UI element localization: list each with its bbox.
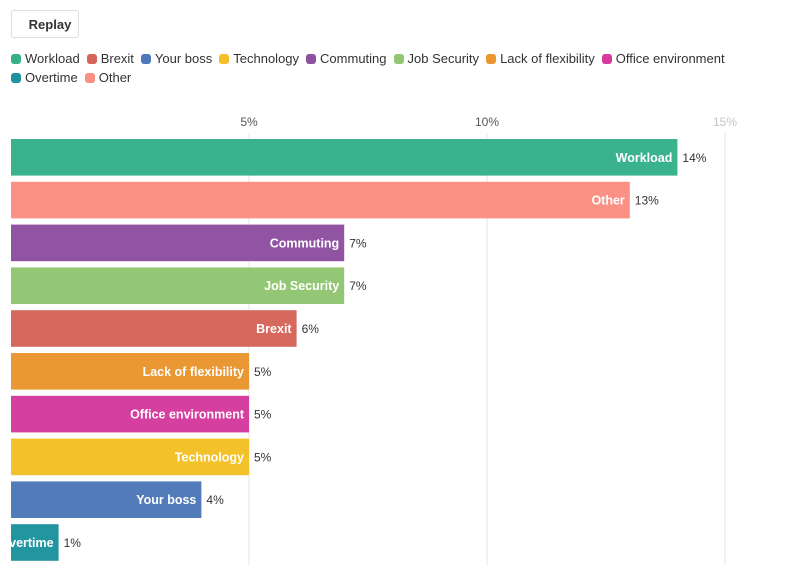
legend-swatch [11, 72, 21, 83]
bar-category-label: Commuting [270, 236, 339, 250]
legend-swatch [393, 53, 404, 64]
legend-swatch [219, 53, 230, 64]
bar-category-label: Lack of flexibility [143, 365, 244, 379]
chart-legend: Workload Brexit Your boss Technology Commuti… [11, 50, 781, 86]
legend-label: Brexit [100, 51, 134, 66]
bar-category-label: Brexit [256, 322, 292, 336]
legend-label: Overtime [25, 70, 78, 85]
legend-item[interactable]: Your boss [140, 50, 213, 67]
bar-value-label: 6% [302, 322, 320, 336]
legend-label: Other [98, 70, 132, 85]
legend-item[interactable]: Commuting [306, 50, 387, 67]
legend-swatch [601, 53, 612, 64]
bar [11, 481, 202, 518]
bar-value-label: 7% [349, 236, 367, 250]
bar-value-label: 5% [254, 450, 272, 464]
legend-swatch [306, 53, 317, 64]
bar-value-label: 5% [254, 408, 272, 422]
bar [11, 438, 249, 476]
bar-value-label: 4% [206, 493, 224, 507]
legend-item[interactable]: Lack of flexibility [486, 50, 595, 67]
legend-label: Commuting [320, 51, 387, 66]
legend-swatch [11, 53, 21, 64]
bar [11, 224, 345, 262]
legend-item[interactable]: Workload [11, 50, 80, 67]
bar-category-label: Technology [175, 450, 244, 464]
legend-label: Technology [233, 51, 300, 66]
legend-swatch [86, 53, 97, 64]
legend-item[interactable]: Overtime [11, 69, 78, 86]
legend-label: Workload [25, 51, 80, 66]
bar-category-label: Overtime [0, 536, 54, 550]
bar [11, 310, 297, 347]
bar [11, 181, 630, 219]
legend-item[interactable]: Technology [219, 50, 299, 67]
replay-button[interactable]: Replay [11, 10, 79, 38]
legend-swatch [486, 53, 497, 64]
bar [11, 353, 249, 390]
bar [11, 267, 345, 304]
bar-value-label: 13% [635, 194, 659, 208]
bar-value-label: 1% [64, 536, 82, 550]
bar-value-label: 7% [349, 279, 367, 293]
legend-item[interactable]: Job Security [393, 50, 480, 67]
bar [11, 524, 59, 561]
bar-category-label: Other [591, 194, 624, 208]
x-tick-label: 5% [240, 115, 258, 129]
legend-label: Lack of flexibility [500, 51, 595, 66]
legend-label: Your boss [154, 51, 213, 66]
bar [11, 139, 678, 176]
legend-swatch [84, 72, 95, 83]
legend-item[interactable]: Brexit [86, 50, 134, 67]
bar-value-label: 14% [682, 151, 706, 165]
bar-category-label: Job Security [264, 279, 339, 293]
legend-item[interactable]: Other [84, 69, 132, 86]
x-tick-label: 10% [475, 115, 499, 129]
bar-category-label: Workload [616, 151, 673, 165]
bar-value-label: 5% [254, 365, 272, 379]
x-tick-label: 15% [713, 115, 737, 129]
bar-category-label: Office environment [130, 408, 245, 422]
bar [11, 395, 249, 433]
legend-label: Job Security [407, 51, 480, 66]
legend-item[interactable]: Office environment [601, 50, 725, 67]
legend-swatch [140, 53, 151, 64]
legend-label: Office environment [615, 51, 725, 66]
bar-category-label: Your boss [136, 493, 196, 507]
